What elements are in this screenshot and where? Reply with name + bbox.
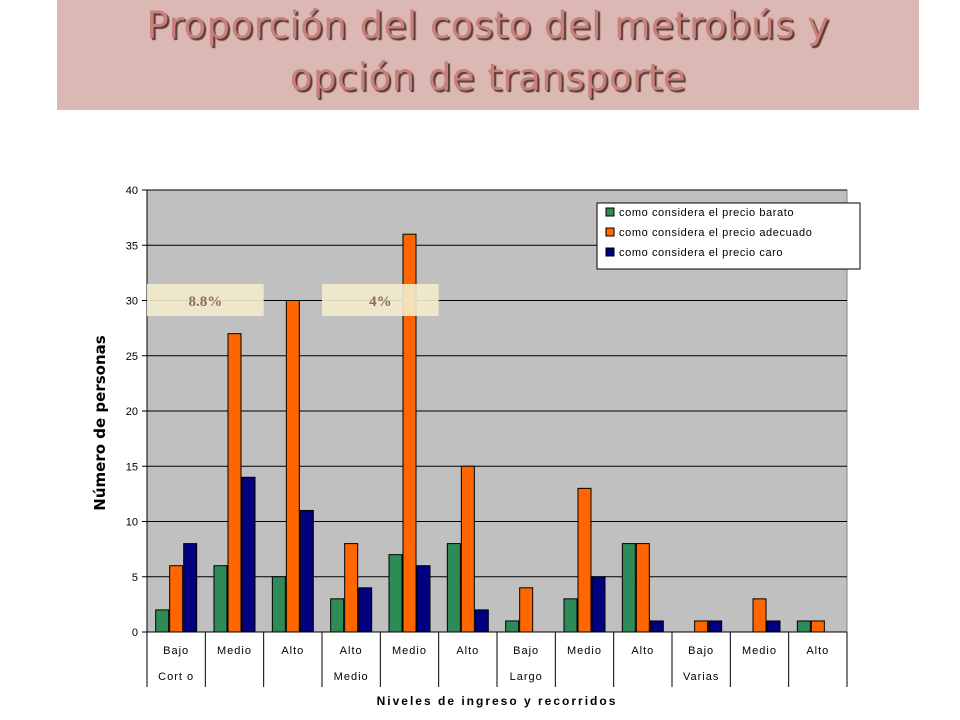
bar bbox=[241, 476, 256, 633]
x-tick-label: Bajo bbox=[688, 645, 714, 657]
bar bbox=[563, 598, 578, 633]
x-tick-label: Bajo bbox=[513, 645, 539, 657]
bar bbox=[766, 620, 781, 633]
y-tick-label: 30 bbox=[126, 296, 138, 308]
legend-entry: como considera el precio caro bbox=[619, 247, 783, 259]
legend-entry: como considera el precio adecuado bbox=[619, 227, 812, 239]
y-tick-label: 5 bbox=[132, 572, 138, 584]
y-axis-title: Número de personas bbox=[91, 335, 109, 510]
y-tick-label: 40 bbox=[126, 185, 138, 197]
legend-swatch bbox=[605, 247, 615, 257]
x-tick-label: Bajo bbox=[163, 645, 189, 657]
bar bbox=[752, 598, 767, 633]
bar bbox=[446, 543, 461, 633]
annotation-box bbox=[147, 284, 264, 316]
legend-swatch bbox=[605, 227, 615, 237]
y-tick-label: 20 bbox=[126, 406, 138, 418]
bar bbox=[227, 333, 242, 633]
bar bbox=[388, 554, 403, 633]
title-banner: Proporción del costo del metrobús y opci… bbox=[57, 0, 919, 110]
bar bbox=[649, 620, 664, 633]
bar bbox=[796, 620, 811, 633]
bar bbox=[416, 565, 431, 633]
x-group-label: Varias bbox=[683, 671, 719, 683]
x-tick-label: Medio bbox=[567, 645, 602, 657]
bar bbox=[810, 620, 825, 633]
x-tick-label: Alto bbox=[281, 645, 304, 657]
y-tick-label: 35 bbox=[126, 240, 138, 252]
y-tick-label: 25 bbox=[126, 351, 138, 363]
annotation-label: 8.8% bbox=[188, 294, 222, 310]
x-tick-label: Alto bbox=[806, 645, 829, 657]
annotation-label: 4% bbox=[369, 294, 392, 310]
x-tick-label: Medio bbox=[742, 645, 777, 657]
bar bbox=[344, 543, 359, 633]
x-tick-label: Medio bbox=[392, 645, 427, 657]
bar bbox=[519, 587, 534, 633]
bar bbox=[299, 509, 314, 633]
bar bbox=[183, 543, 198, 633]
x-group-label: Cort o bbox=[158, 671, 194, 683]
bar bbox=[169, 565, 184, 633]
bar bbox=[621, 543, 636, 633]
bar bbox=[213, 565, 228, 633]
y-tick-label: 10 bbox=[126, 517, 138, 529]
legend-entry: como considera el precio barato bbox=[619, 207, 794, 219]
y-tick-label: 0 bbox=[132, 627, 138, 639]
x-tick-label: Alto bbox=[340, 645, 363, 657]
bar bbox=[635, 543, 650, 633]
legend-swatch bbox=[605, 207, 615, 217]
x-tick-label: Alto bbox=[631, 645, 654, 657]
bar bbox=[577, 487, 592, 633]
bar bbox=[505, 620, 520, 633]
bar bbox=[591, 576, 606, 633]
slide-title-line-1: Proporción del costo del metrobús y bbox=[146, 4, 830, 47]
bar bbox=[694, 620, 709, 633]
x-tick-label: Medio bbox=[217, 645, 252, 657]
legend bbox=[596, 202, 861, 270]
bar bbox=[271, 576, 286, 633]
bar bbox=[285, 300, 300, 633]
y-tick-label: 15 bbox=[126, 461, 138, 473]
bar bbox=[358, 587, 373, 633]
x-group-label: Medio bbox=[334, 671, 369, 683]
x-axis-title: Niveles de ingreso y recorridos bbox=[377, 694, 618, 708]
slide-title-line-2: opción de transporte bbox=[289, 56, 687, 99]
bar bbox=[155, 609, 170, 633]
x-group-label: Largo bbox=[510, 671, 543, 683]
bar bbox=[460, 465, 475, 633]
x-tick-label: Alto bbox=[456, 645, 479, 657]
bar bbox=[474, 609, 489, 633]
annotation-box bbox=[322, 284, 439, 316]
bar bbox=[330, 598, 345, 633]
bar bbox=[708, 620, 723, 633]
